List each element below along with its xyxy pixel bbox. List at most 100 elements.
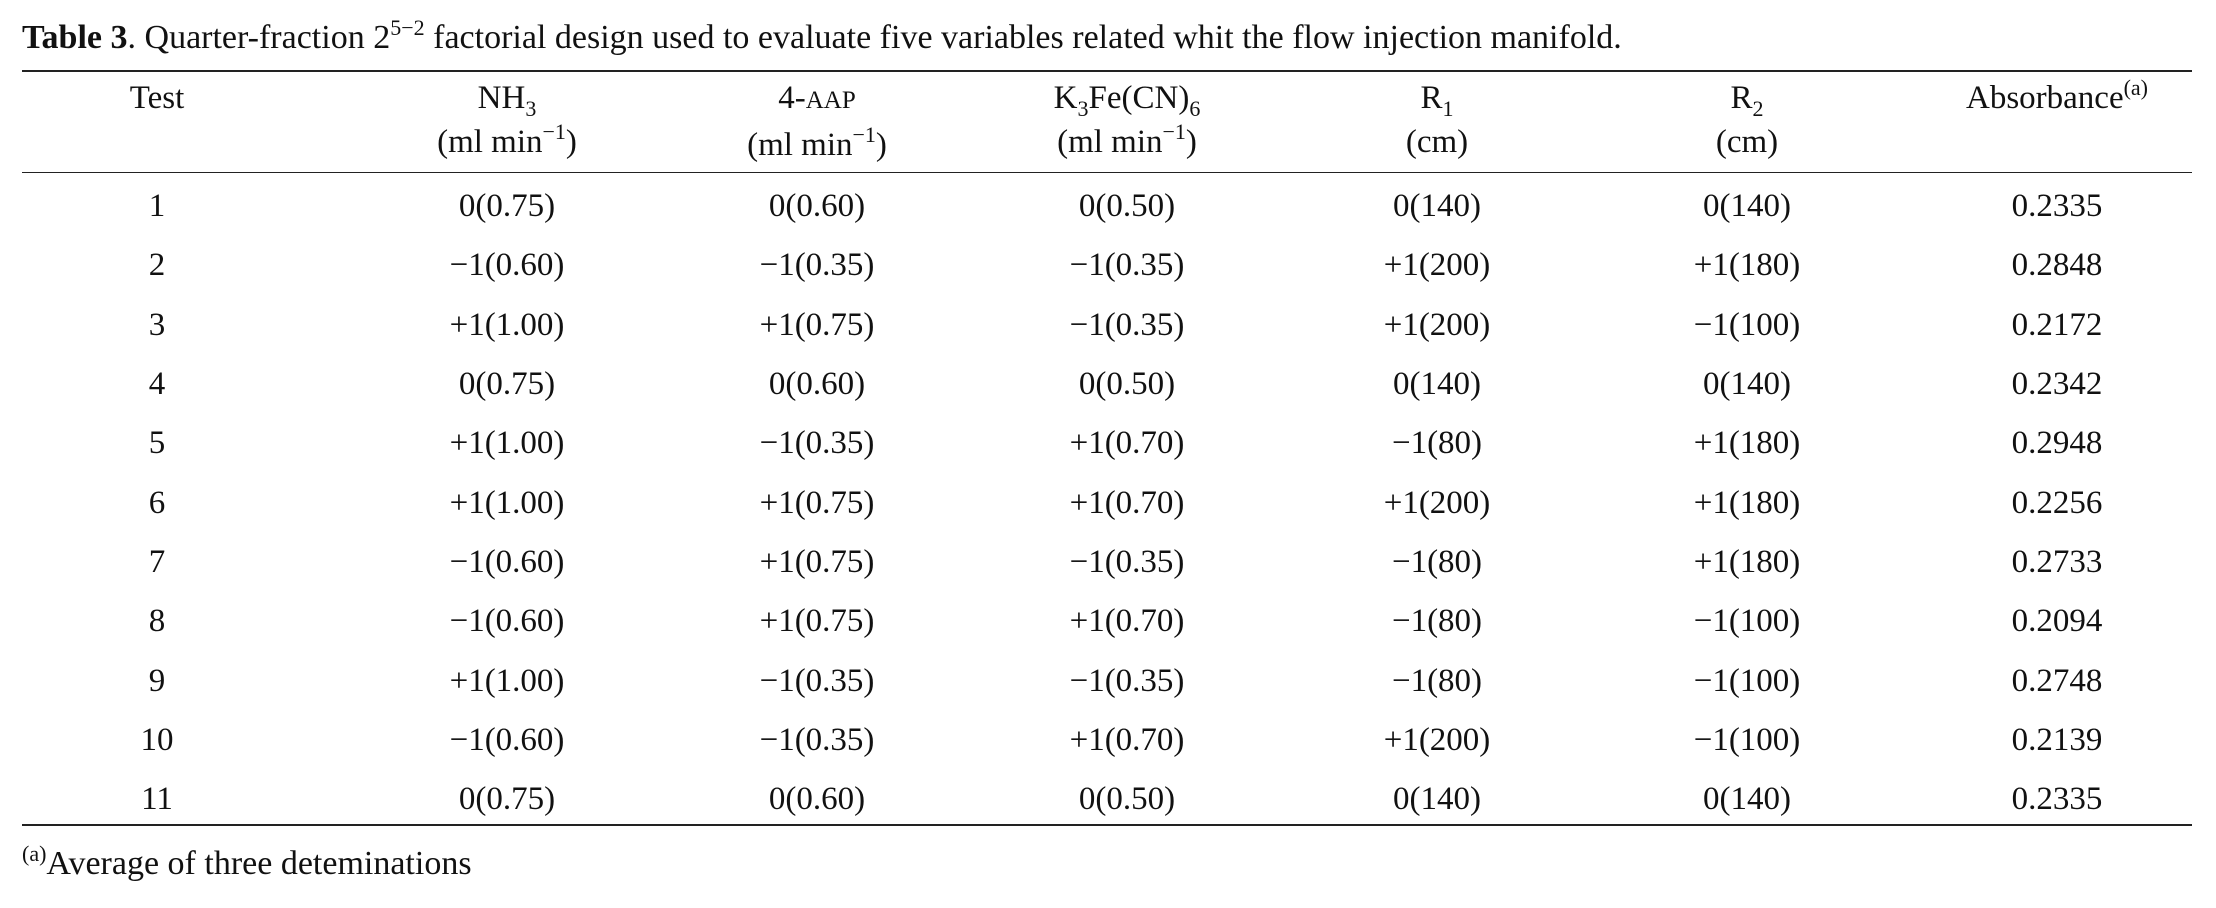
cell-4aap: +1(0.75) xyxy=(759,306,875,343)
header-4aap-unit-close: ) xyxy=(875,127,887,163)
table-row: 6 +1(1.00) +1(0.75) +1(0.70) +1(200) +1(180) 0… xyxy=(22,473,2192,532)
header-r1-sub: 1 xyxy=(1442,96,1454,121)
header-k3fecn6-unit-exp: −1 xyxy=(1162,119,1186,144)
header-r2-main: R xyxy=(1730,80,1753,116)
cell-k3fecn6: +1(0.70) xyxy=(1069,721,1185,758)
header-r1: R1 (cm) xyxy=(1262,76,1572,168)
cell-nh3: 0(0.75) xyxy=(458,781,556,818)
cell-k3fecn6: +1(0.70) xyxy=(1069,425,1185,462)
cell-absorbance: 0.2733 xyxy=(2011,543,2103,580)
header-test-label: Test xyxy=(129,80,185,116)
caption-text-after: factorial design used to evaluate five v… xyxy=(424,19,1622,56)
cell-4aap: −1(0.35) xyxy=(759,721,875,758)
cell-r1: +1(200) xyxy=(1383,721,1491,758)
header-nh3-unit-exp: −1 xyxy=(542,119,566,144)
cell-test: 4 xyxy=(148,366,166,403)
cell-k3fecn6: +1(0.70) xyxy=(1069,484,1185,521)
cell-absorbance: 0.2748 xyxy=(2011,662,2103,699)
table-row: 1 0(0.75) 0(0.60) 0(0.50) 0(140) 0(140) 0.2335 xyxy=(22,177,2192,236)
cell-r1: −1(80) xyxy=(1391,425,1483,462)
cell-test: 5 xyxy=(148,425,166,462)
header-test: Test xyxy=(22,76,332,168)
cell-nh3: −1(0.60) xyxy=(449,721,565,758)
cell-k3fecn6: −1(0.35) xyxy=(1069,306,1185,343)
table-row: 5 +1(1.00) −1(0.35) +1(0.70) −1(80) +1(180) 0.… xyxy=(22,414,2192,473)
cell-r2: 0(140) xyxy=(1703,366,1791,403)
table-caption: Table 3. Quarter-fraction 25−2 factorial… xyxy=(22,14,1622,62)
header-nh3-unit: (ml min xyxy=(437,124,543,160)
caption-text-before: . Quarter-fraction 2 xyxy=(127,19,391,56)
header-k3fecn6: K3Fe(CN)6 (ml min−1) xyxy=(952,76,1262,168)
table-row: 8 −1(0.60) +1(0.75) +1(0.70) −1(80) −1(100) 0.… xyxy=(22,592,2192,651)
header-absorbance: Absorbance(a) xyxy=(1882,76,2192,168)
table-row: 7 −1(0.60) +1(0.75) −1(0.35) −1(80) +1(180) 0.… xyxy=(22,533,2192,592)
cell-r1: −1(80) xyxy=(1391,543,1483,580)
cell-test: 6 xyxy=(148,484,166,521)
table-top-rule xyxy=(22,70,2192,72)
cell-r1: +1(200) xyxy=(1383,484,1491,521)
header-nh3-unit-close: ) xyxy=(565,124,577,160)
table-row: 2 −1(0.60) −1(0.35) −1(0.35) +1(200) +1(180) 0… xyxy=(22,236,2192,295)
cell-r2: 0(140) xyxy=(1703,188,1791,225)
cell-k3fecn6: 0(0.50) xyxy=(1078,188,1176,225)
cell-4aap: −1(0.35) xyxy=(759,247,875,284)
cell-nh3: −1(0.60) xyxy=(449,247,565,284)
cell-r1: 0(140) xyxy=(1393,366,1481,403)
cell-test: 10 xyxy=(140,721,174,758)
cell-4aap: 0(0.60) xyxy=(768,781,866,818)
cell-4aap: 0(0.60) xyxy=(768,366,866,403)
cell-r1: +1(200) xyxy=(1383,306,1491,343)
cell-r2: +1(180) xyxy=(1693,543,1801,580)
cell-k3fecn6: +1(0.70) xyxy=(1069,603,1185,640)
cell-4aap: 0(0.60) xyxy=(768,188,866,225)
cell-absorbance: 0.2094 xyxy=(2011,603,2103,640)
cell-k3fecn6: −1(0.35) xyxy=(1069,247,1185,284)
cell-r2: −1(100) xyxy=(1693,603,1801,640)
table-row: 10 −1(0.60) −1(0.35) +1(0.70) +1(200) −1(100)… xyxy=(22,711,2192,770)
table-row: 4 0(0.75) 0(0.60) 0(0.50) 0(140) 0(140) 0.2342 xyxy=(22,355,2192,414)
header-k3fecn6-tail: Fe(CN) xyxy=(1088,80,1190,116)
cell-k3fecn6: −1(0.35) xyxy=(1069,662,1185,699)
table-header-rule xyxy=(22,172,2192,173)
header-4aap-main: 4- xyxy=(778,80,806,116)
header-r1-unit: (cm) xyxy=(1405,124,1469,160)
cell-test: 8 xyxy=(148,603,166,640)
cell-r2: −1(100) xyxy=(1693,662,1801,699)
cell-k3fecn6: −1(0.35) xyxy=(1069,543,1185,580)
cell-absorbance: 0.2172 xyxy=(2011,306,2103,343)
cell-r1: +1(200) xyxy=(1383,247,1491,284)
cell-4aap: −1(0.35) xyxy=(759,662,875,699)
table-row: 11 0(0.75) 0(0.60) 0(0.50) 0(140) 0(140) 0.233… xyxy=(22,770,2192,829)
header-4aap-unit-exp: −1 xyxy=(852,122,876,147)
table-footnote: (a)Average of three deteminations xyxy=(22,840,472,888)
header-k3fecn6-unit-close: ) xyxy=(1185,124,1197,160)
header-4aap-smallcaps: AAP xyxy=(805,87,856,114)
header-4aap-unit: (ml min xyxy=(747,127,853,163)
cell-r1: −1(80) xyxy=(1391,662,1483,699)
header-k3fecn6-sub2: 6 xyxy=(1189,96,1201,121)
cell-absorbance: 0.2342 xyxy=(2011,366,2103,403)
table-label: Table 3 xyxy=(22,19,128,56)
table-row: 3 +1(1.00) +1(0.75) −1(0.35) +1(200) −1(100) 0… xyxy=(22,296,2192,355)
cell-nh3: +1(1.00) xyxy=(449,306,565,343)
cell-r1: −1(80) xyxy=(1391,603,1483,640)
cell-r2: 0(140) xyxy=(1703,781,1791,818)
table-header-row: Test NH3 (ml min−1) 4-AAP (ml min−1) K3F… xyxy=(22,76,2192,168)
footnote-text: Average of three deteminations xyxy=(46,845,472,882)
header-k3fecn6-unit: (ml min xyxy=(1057,124,1163,160)
header-absorbance-main: Absorbance xyxy=(1965,80,2124,116)
table-bottom-rule xyxy=(22,824,2192,826)
header-absorbance-footnote-marker: (a) xyxy=(2123,75,2149,100)
cell-test: 9 xyxy=(148,662,166,699)
table-row: 9 +1(1.00) −1(0.35) −1(0.35) −1(80) −1(100) 0.… xyxy=(22,651,2192,710)
cell-absorbance: 0.2256 xyxy=(2011,484,2103,521)
cell-4aap: +1(0.75) xyxy=(759,484,875,521)
cell-absorbance: 0.2335 xyxy=(2011,781,2103,818)
cell-4aap: −1(0.35) xyxy=(759,425,875,462)
footnote-marker: (a) xyxy=(22,841,47,866)
header-k3fecn6-main: K xyxy=(1053,80,1078,116)
cell-absorbance: 0.2335 xyxy=(2011,188,2103,225)
cell-r1: 0(140) xyxy=(1393,188,1481,225)
cell-r2: −1(100) xyxy=(1693,306,1801,343)
cell-test: 3 xyxy=(148,306,166,343)
